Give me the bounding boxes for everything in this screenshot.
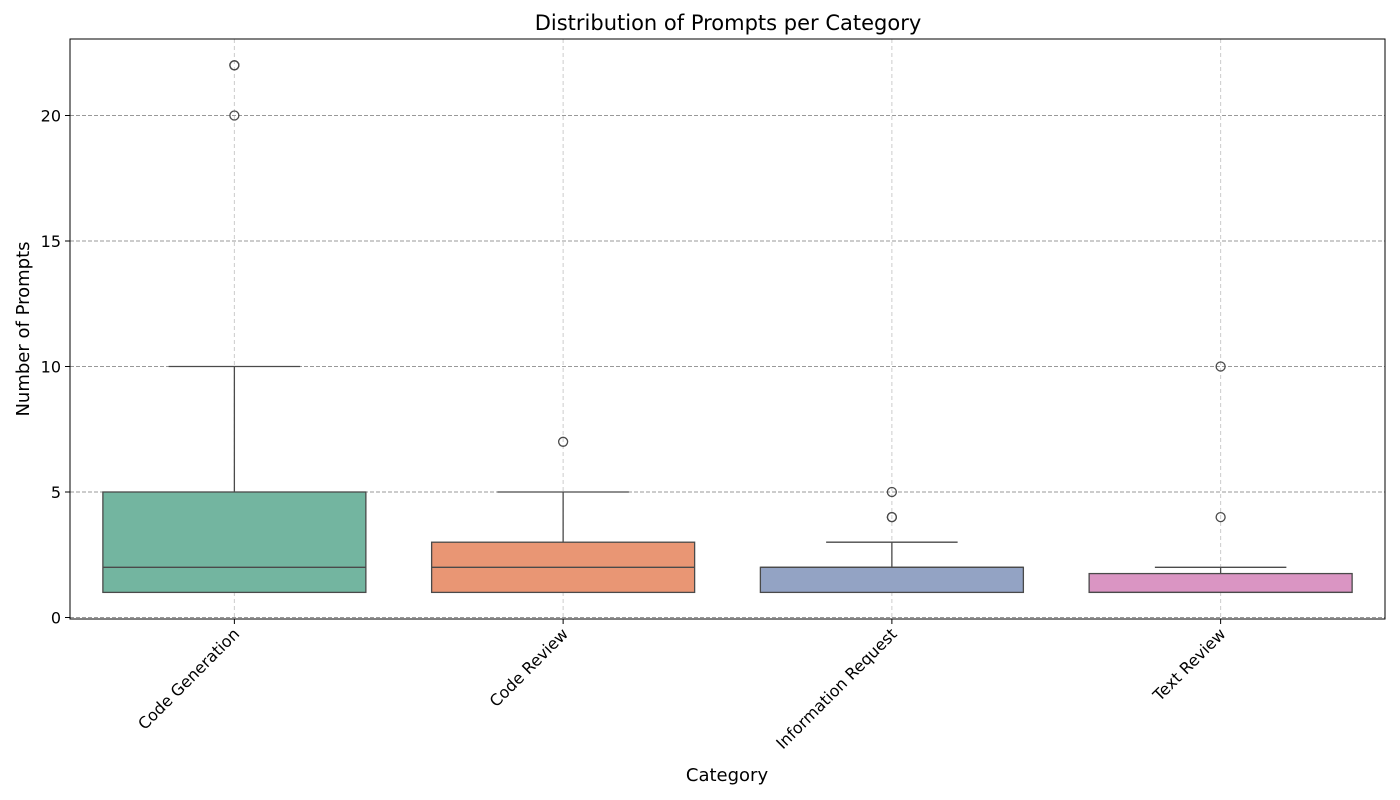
box-layer (102, 60, 1353, 594)
y-tick-label: 10 (41, 358, 61, 377)
box-iqr (1088, 572, 1353, 594)
outlier-point (1215, 511, 1226, 523)
x-axis-label: Category (686, 765, 769, 786)
outlier-point (229, 110, 240, 121)
box-group (430, 436, 696, 594)
outlier-point (886, 511, 898, 523)
y-tick-label: 20 (41, 107, 61, 126)
box-group (102, 60, 367, 594)
box-group (1088, 361, 1353, 594)
outlier-point (229, 60, 240, 71)
y-tick-label: 15 (41, 232, 61, 251)
box-iqr (102, 491, 367, 594)
outlier-point (557, 436, 569, 447)
y-tick-label: 5 (51, 483, 61, 502)
box-iqr (759, 566, 1025, 594)
outlier-point (886, 486, 898, 498)
chart-title: Distribution of Prompts per Category (535, 11, 922, 35)
y-tick-label: 0 (51, 609, 61, 628)
outlier-point (1215, 361, 1226, 372)
box-group (759, 486, 1025, 594)
plot-frame (69, 38, 1386, 620)
y-axis-label: Number of Prompts (13, 241, 34, 416)
